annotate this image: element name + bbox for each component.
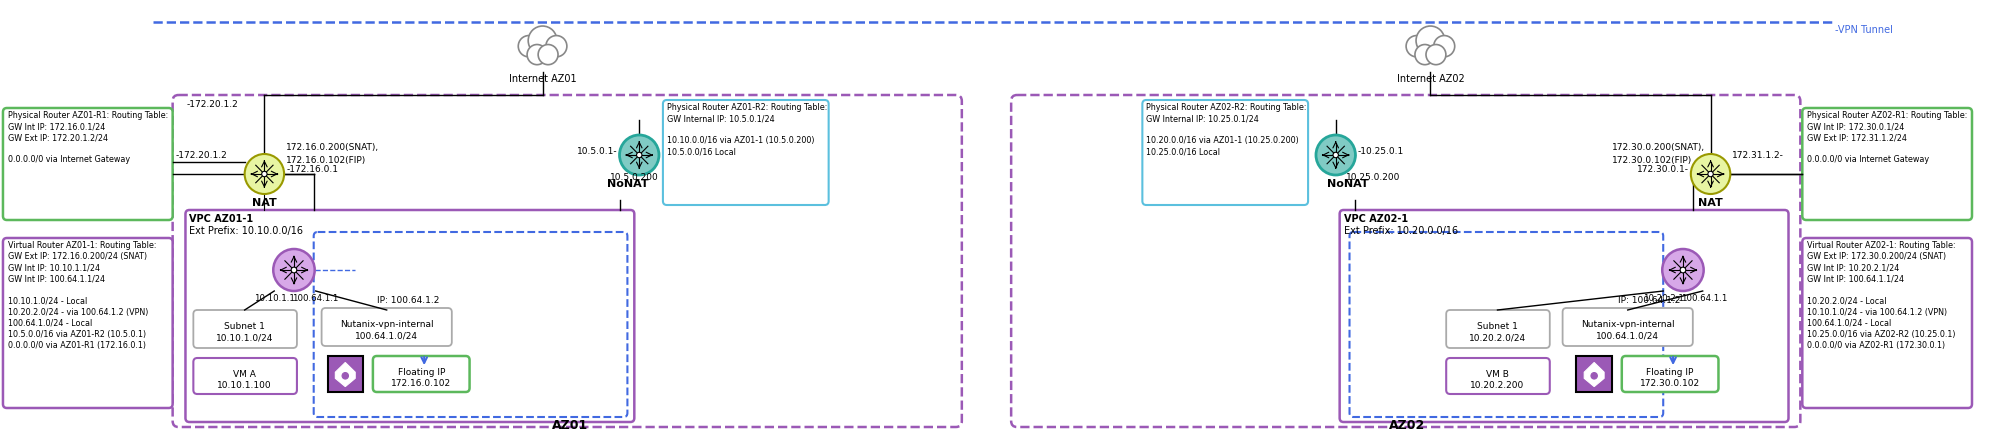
Circle shape: [263, 171, 267, 177]
Text: NAT: NAT: [253, 198, 277, 208]
Circle shape: [1679, 267, 1685, 273]
Text: 10.5.0.200: 10.5.0.200: [609, 173, 659, 182]
Text: Floating IP
172.30.0.102: Floating IP 172.30.0.102: [1639, 368, 1699, 388]
Text: Nutanix-vpn-internal
100.64.1.0/24: Nutanix-vpn-internal 100.64.1.0/24: [1581, 320, 1675, 340]
Bar: [1405, 46, 1455, 60]
FancyBboxPatch shape: [1142, 100, 1309, 205]
Circle shape: [1407, 36, 1427, 57]
Text: Physical Router AZ02-R1: Routing Table:
GW Int IP: 172.30.0.1/24
GW Ext IP: 172.: Physical Router AZ02-R1: Routing Table: …: [1808, 111, 1968, 165]
Text: Physical Router AZ01-R2: Routing Table:
GW Internal IP: 10.5.0.1/24

10.10.0.0/1: Physical Router AZ01-R2: Routing Table: …: [667, 103, 828, 156]
Text: 172.30.0.102(FIP): 172.30.0.102(FIP): [1611, 156, 1691, 165]
Text: Internet AZ01: Internet AZ01: [509, 74, 577, 84]
Circle shape: [527, 45, 547, 65]
Text: 172.30.0.200(SNAT),: 172.30.0.200(SNAT),: [1611, 143, 1705, 152]
FancyBboxPatch shape: [172, 95, 962, 427]
Bar: [1577, 356, 1611, 392]
Text: -172.20.1.2: -172.20.1.2: [174, 152, 226, 161]
Text: 10.10.1.1: 10.10.1.1: [255, 294, 295, 303]
Ellipse shape: [244, 154, 285, 194]
Text: VPC AZ02-1: VPC AZ02-1: [1343, 214, 1407, 224]
Ellipse shape: [273, 249, 315, 291]
Text: Ext Prefix: 10.10.0.0/16: Ext Prefix: 10.10.0.0/16: [190, 226, 303, 236]
Ellipse shape: [1317, 135, 1355, 175]
FancyBboxPatch shape: [321, 308, 451, 346]
Circle shape: [529, 26, 557, 55]
FancyBboxPatch shape: [2, 108, 172, 220]
FancyBboxPatch shape: [1339, 210, 1788, 422]
Text: IP: 100.64.1.2: IP: 100.64.1.2: [1617, 296, 1679, 305]
Text: NoNAT: NoNAT: [607, 179, 647, 189]
Polygon shape: [335, 362, 355, 387]
Ellipse shape: [1661, 249, 1703, 291]
Text: 172.16.0.102(FIP): 172.16.0.102(FIP): [287, 156, 367, 165]
Circle shape: [539, 45, 557, 65]
Bar: [327, 356, 363, 392]
Text: 10.5.0.1-: 10.5.0.1-: [577, 146, 617, 155]
Text: AZ02: AZ02: [1389, 419, 1425, 432]
Text: Ext Prefix: 10.20.0.0/16: Ext Prefix: 10.20.0.0/16: [1343, 226, 1457, 236]
FancyBboxPatch shape: [1349, 232, 1663, 417]
FancyBboxPatch shape: [1802, 238, 1972, 408]
Circle shape: [1433, 36, 1455, 57]
Text: Floating IP
172.16.0.102: Floating IP 172.16.0.102: [391, 368, 451, 388]
Circle shape: [1333, 152, 1339, 158]
Text: 100.64.1.1: 100.64.1.1: [1681, 294, 1727, 303]
Text: 10.20.2.1: 10.20.2.1: [1643, 294, 1683, 303]
Text: -172.16.0.1: -172.16.0.1: [287, 165, 339, 174]
Text: Physical Router AZ01-R1: Routing Table:
GW Int IP: 172.16.0.1/24
GW Ext IP: 172.: Physical Router AZ01-R1: Routing Table: …: [8, 111, 168, 165]
Circle shape: [1707, 171, 1713, 177]
FancyBboxPatch shape: [1447, 358, 1549, 394]
Text: VM B
10.20.2.200: VM B 10.20.2.200: [1471, 370, 1525, 390]
Circle shape: [1415, 45, 1435, 65]
FancyBboxPatch shape: [315, 232, 627, 417]
Circle shape: [291, 267, 297, 273]
FancyBboxPatch shape: [2, 238, 172, 408]
Circle shape: [1427, 45, 1445, 65]
Circle shape: [545, 36, 567, 57]
Text: -VPN Tunnel: -VPN Tunnel: [1836, 25, 1892, 35]
Text: Subnet 1
10.10.1.0/24: Subnet 1 10.10.1.0/24: [216, 322, 273, 342]
Circle shape: [1417, 26, 1445, 55]
Text: AZ01: AZ01: [551, 419, 589, 432]
Text: 172.16.0.200(SNAT),: 172.16.0.200(SNAT),: [287, 143, 379, 152]
Text: 172.31.1.2-: 172.31.1.2-: [1731, 152, 1784, 161]
Text: -10.25.0.1: -10.25.0.1: [1357, 146, 1403, 155]
Ellipse shape: [619, 135, 659, 175]
FancyBboxPatch shape: [663, 100, 828, 205]
Circle shape: [343, 372, 349, 379]
Text: 100.64.1.1: 100.64.1.1: [293, 294, 339, 303]
FancyBboxPatch shape: [1563, 308, 1693, 346]
Text: VPC AZ01-1: VPC AZ01-1: [190, 214, 255, 224]
Circle shape: [637, 152, 641, 158]
Text: VM A
10.10.1.100: VM A 10.10.1.100: [216, 370, 273, 390]
Text: Virtual Router AZ02-1: Routing Table:
GW Ext IP: 172.30.0.200/24 (SNAT)
GW Int I: Virtual Router AZ02-1: Routing Table: GW…: [1808, 241, 1956, 350]
FancyBboxPatch shape: [192, 310, 297, 348]
Text: IP: 100.64.1.2: IP: 100.64.1.2: [377, 296, 439, 305]
FancyBboxPatch shape: [1802, 108, 1972, 220]
Text: Virtual Router AZ01-1: Routing Table:
GW Ext IP: 172.16.0.200/24 (SNAT)
GW Int I: Virtual Router AZ01-1: Routing Table: GW…: [8, 241, 156, 350]
Bar: [517, 46, 567, 60]
Ellipse shape: [1691, 154, 1729, 194]
FancyBboxPatch shape: [1621, 356, 1719, 392]
Text: NoNAT: NoNAT: [1327, 179, 1369, 189]
Text: Nutanix-vpn-internal
100.64.1.0/24: Nutanix-vpn-internal 100.64.1.0/24: [341, 320, 433, 340]
Circle shape: [1591, 372, 1597, 379]
FancyBboxPatch shape: [1447, 310, 1549, 348]
Text: Internet AZ02: Internet AZ02: [1397, 74, 1465, 84]
Text: NAT: NAT: [1697, 198, 1723, 208]
FancyBboxPatch shape: [373, 356, 469, 392]
Text: -172.20.1.2: -172.20.1.2: [186, 100, 238, 109]
FancyBboxPatch shape: [192, 358, 297, 394]
Text: 10.25.0.200: 10.25.0.200: [1345, 173, 1401, 182]
Circle shape: [519, 36, 539, 57]
FancyBboxPatch shape: [186, 210, 635, 422]
FancyBboxPatch shape: [1012, 95, 1800, 427]
Text: Physical Router AZ02-R2: Routing Table:
GW Internal IP: 10.25.0.1/24

10.20.0.0/: Physical Router AZ02-R2: Routing Table: …: [1146, 103, 1307, 156]
Text: Subnet 1
10.20.2.0/24: Subnet 1 10.20.2.0/24: [1469, 322, 1527, 342]
Polygon shape: [1585, 362, 1603, 387]
Text: 172.30.0.1-: 172.30.0.1-: [1637, 165, 1689, 174]
